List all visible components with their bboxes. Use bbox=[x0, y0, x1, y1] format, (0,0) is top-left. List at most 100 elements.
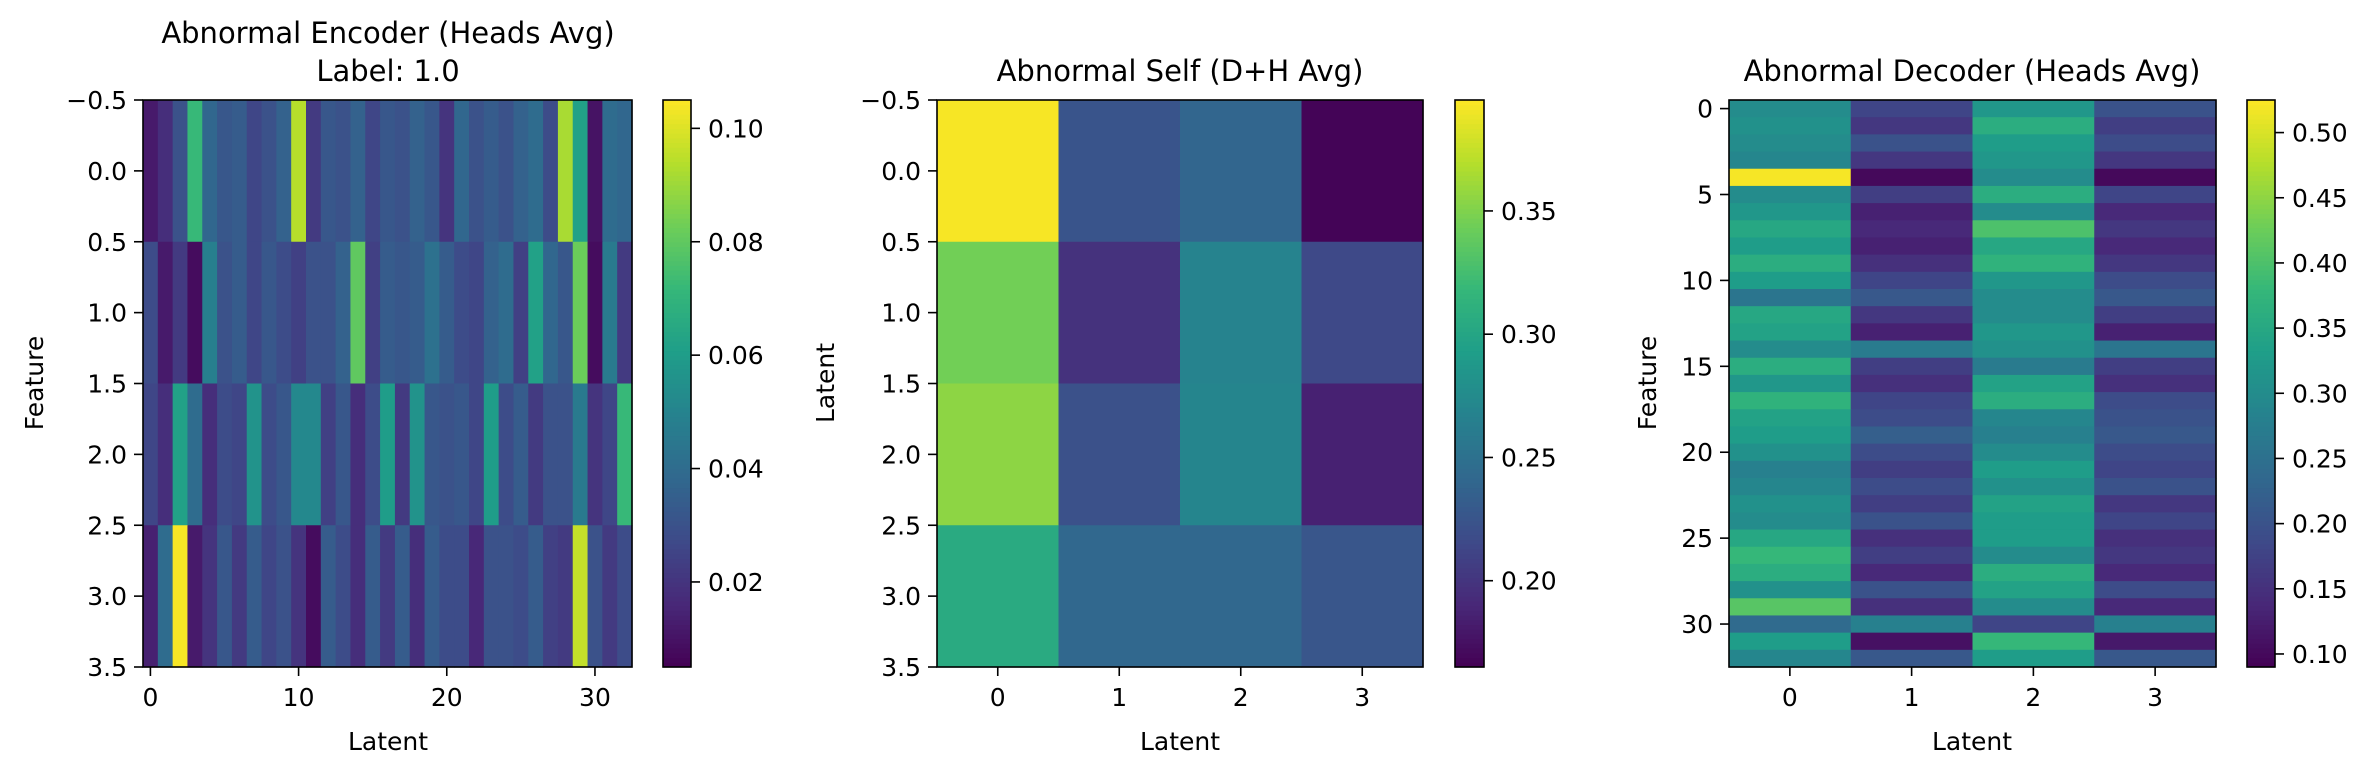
colorbar-segment bbox=[2247, 118, 2275, 125]
heatmap-cell bbox=[483, 241, 500, 385]
colorbar-segment bbox=[663, 600, 691, 607]
heatmap-cell bbox=[1729, 168, 1852, 187]
heatmap-cell bbox=[513, 241, 529, 385]
colorbar-segment bbox=[1455, 468, 1484, 474]
colorbar-segment bbox=[2247, 586, 2275, 592]
heatmap-cell bbox=[572, 100, 589, 243]
heatmap-cell bbox=[498, 383, 515, 526]
colorbar-segment bbox=[1455, 265, 1484, 271]
colorbar-segment bbox=[1455, 331, 1484, 337]
colorbar-segment bbox=[2247, 255, 2275, 262]
colorbar-segment bbox=[663, 175, 691, 181]
colorbar-segment bbox=[663, 638, 691, 644]
colorbar-segment bbox=[1455, 303, 1484, 309]
heatmap-cell bbox=[291, 100, 307, 243]
colorbar-segment bbox=[663, 624, 691, 630]
heatmap-cell bbox=[217, 241, 233, 385]
colorbar-segment bbox=[663, 203, 691, 210]
colorbar-segment bbox=[1455, 383, 1484, 389]
colorbar-segment bbox=[2247, 388, 2275, 394]
colorbar-segment bbox=[663, 161, 691, 167]
heatmap-cell bbox=[231, 100, 248, 243]
heatmap-cell bbox=[1850, 271, 1974, 290]
heatmap-cell bbox=[1850, 495, 1974, 513]
heatmap-cell bbox=[543, 241, 559, 385]
heatmap-cell bbox=[543, 100, 559, 243]
heatmap-cell bbox=[1729, 117, 1852, 135]
colorbar-segment bbox=[1455, 222, 1484, 229]
colorbar-segment bbox=[663, 529, 691, 536]
heatmap-cell bbox=[1972, 392, 2095, 410]
heatmap-cell bbox=[498, 241, 515, 385]
heatmap-cell bbox=[1850, 323, 1974, 342]
heatmap-cell bbox=[1972, 100, 2095, 118]
colorbar-segment bbox=[2247, 218, 2275, 224]
heatmap-cell bbox=[937, 383, 1060, 526]
y-tick-label: 1.0 bbox=[87, 299, 127, 328]
colorbar-segment bbox=[663, 270, 691, 276]
heatmap-cell bbox=[394, 525, 411, 668]
colorbar-segment bbox=[2247, 383, 2275, 389]
colorbar-segment bbox=[2247, 567, 2275, 574]
colorbar-segment bbox=[663, 496, 691, 503]
colorbar-segment bbox=[663, 572, 691, 578]
colorbar-segment bbox=[663, 473, 691, 479]
colorbar-segment bbox=[663, 468, 691, 474]
colorbar-segment bbox=[1455, 128, 1484, 134]
colorbar-segment bbox=[2247, 459, 2275, 465]
heatmap-cell bbox=[1972, 117, 2095, 135]
heatmap-cell bbox=[2094, 151, 2217, 170]
heatmap-cell bbox=[587, 525, 603, 668]
colorbar-segment bbox=[663, 463, 691, 470]
colorbar-segment bbox=[2247, 241, 2275, 248]
y-tick-label: 2.0 bbox=[881, 440, 921, 469]
heatmap-cell bbox=[1972, 254, 2095, 273]
colorbar-segment bbox=[663, 137, 691, 144]
heatmap-cell bbox=[1972, 237, 2095, 256]
heatmap-cell bbox=[557, 383, 574, 526]
colorbar-segment bbox=[663, 218, 691, 224]
colorbar-segment bbox=[663, 265, 691, 271]
colorbar-segment bbox=[1455, 194, 1484, 200]
encoder-x-label: Latent bbox=[348, 727, 428, 756]
heatmap-cell bbox=[424, 241, 440, 385]
colorbar-segment bbox=[663, 591, 691, 597]
colorbar-segment bbox=[2247, 133, 2275, 139]
encoder-heatmap bbox=[143, 100, 633, 668]
heatmap-cell bbox=[1729, 598, 1852, 617]
colorbar-segment bbox=[2247, 232, 2275, 238]
colorbar-segment bbox=[2247, 515, 2275, 522]
colorbar-segment bbox=[1455, 151, 1484, 158]
colorbar-tick-label: 0.25 bbox=[2292, 444, 2348, 473]
heatmap-cell bbox=[617, 100, 633, 243]
colorbar-segment bbox=[1455, 492, 1484, 498]
colorbar-segment bbox=[2247, 227, 2275, 233]
heatmap-cell bbox=[1729, 529, 1852, 548]
heatmap-cell bbox=[602, 100, 618, 243]
x-tick-label: 3 bbox=[1354, 683, 1370, 712]
colorbar-segment bbox=[2247, 208, 2275, 214]
colorbar-segment bbox=[663, 185, 691, 191]
heatmap-cell bbox=[1058, 383, 1181, 526]
colorbar-segment bbox=[663, 289, 691, 295]
heatmap-cell bbox=[1972, 323, 2095, 342]
colorbar-segment bbox=[2247, 558, 2275, 564]
colorbar-segment bbox=[1455, 137, 1484, 144]
colorbar-segment bbox=[2247, 615, 2275, 621]
heatmap-cell bbox=[217, 100, 233, 243]
colorbar-segment bbox=[2247, 350, 2275, 356]
colorbar-segment bbox=[663, 643, 691, 649]
heatmap-cell bbox=[187, 241, 203, 385]
colorbar-segment bbox=[1455, 203, 1484, 210]
colorbar-segment bbox=[1455, 615, 1484, 621]
heatmap-cell bbox=[1729, 357, 1852, 376]
heatmap-cell bbox=[1850, 203, 1974, 221]
colorbar-segment bbox=[663, 255, 691, 262]
heatmap-cell bbox=[246, 525, 263, 668]
heatmap-cell bbox=[1729, 443, 1852, 462]
colorbar-segment bbox=[663, 407, 691, 413]
colorbar-segment bbox=[663, 336, 691, 342]
colorbar-segment bbox=[1455, 227, 1484, 233]
decoder-y-label: Feature bbox=[1633, 336, 1662, 430]
colorbar-segment bbox=[2247, 629, 2275, 635]
